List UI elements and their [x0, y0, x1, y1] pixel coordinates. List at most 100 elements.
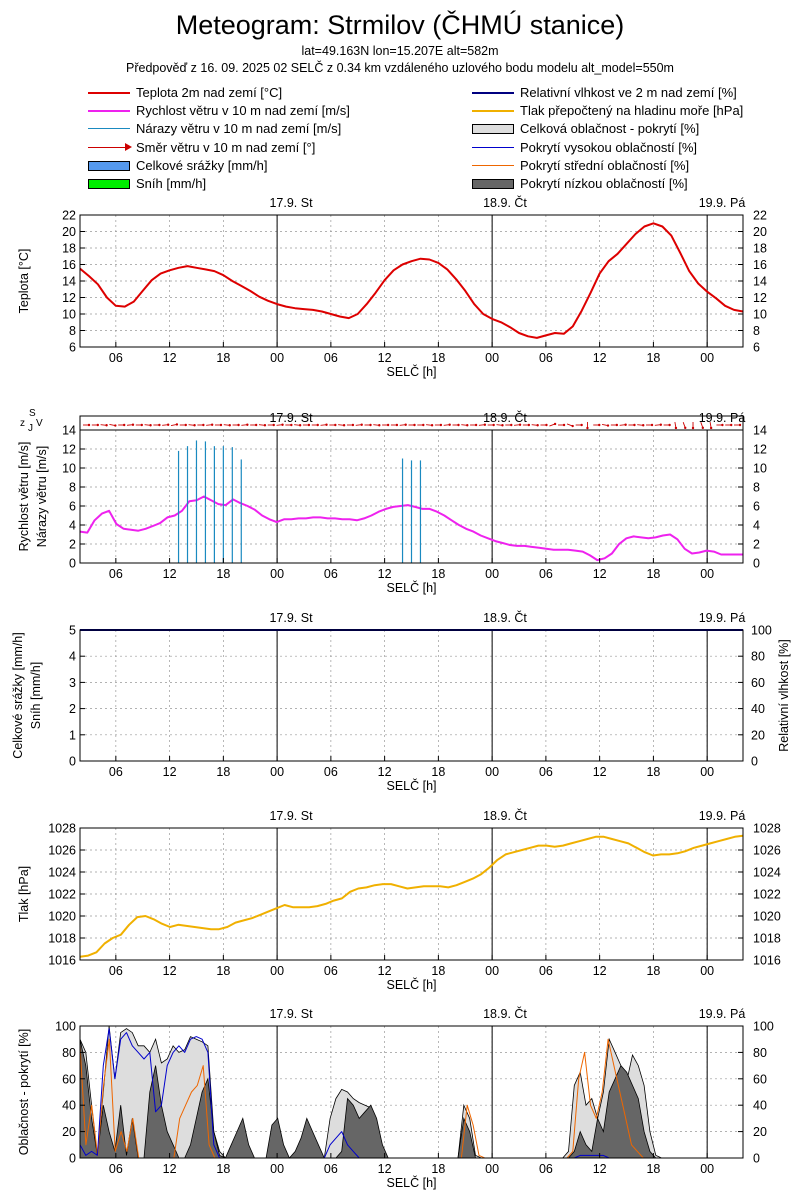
y-tick-label-right: 14 — [753, 424, 767, 438]
legend-swatch — [472, 164, 514, 166]
x-tick-label: 18 — [431, 1162, 445, 1176]
wind-arrow-head — [674, 426, 678, 430]
x-tick-label: 06 — [324, 351, 338, 365]
wind-arrow-head — [316, 423, 319, 427]
y-tick-label-right: 8 — [753, 324, 760, 338]
wind-arrow-head — [439, 423, 443, 427]
y-tick-label: 10 — [62, 462, 76, 476]
wind-arrow-head — [413, 423, 416, 427]
y-tick-label: 2 — [69, 702, 76, 716]
wind-arrow-head — [290, 423, 293, 427]
series-line — [79, 222, 744, 339]
wind-arrow-head — [131, 423, 135, 426]
legend-label: Celkové srážky [mm/h] — [136, 157, 268, 173]
day-label: 18.9. Čt — [483, 410, 527, 425]
y-tick-label-right: 1016 — [753, 954, 781, 968]
x-tick-label: 00 — [270, 765, 284, 779]
y-tick-label: 20 — [62, 225, 76, 239]
wind-arrow-head — [553, 422, 557, 426]
wind-arrow-head — [281, 423, 284, 426]
day-label: 17.9. St — [269, 196, 313, 210]
x-tick-label: 00 — [270, 351, 284, 365]
day-label: 19.9. Pá — [699, 196, 746, 210]
compass-label: V — [36, 418, 43, 429]
x-tick-label: 18 — [431, 964, 445, 978]
y-tick-label-right: 20 — [751, 728, 765, 742]
y-axis-label: Teplota [°C] — [17, 249, 31, 314]
day-label: 17.9. St — [269, 411, 313, 425]
wind-arrow-head — [615, 423, 619, 427]
legend-swatch — [88, 110, 130, 113]
wind-arrow-head — [202, 423, 205, 427]
day-label: 18.9. Čt — [483, 610, 527, 625]
coords-subtitle: lat=49.163N lon=15.207E alt=582m — [301, 44, 499, 58]
x-tick-label: 18 — [216, 567, 230, 581]
y-tick-label: 40 — [62, 1099, 76, 1113]
y-tick-label-right: 0 — [753, 557, 760, 571]
x-tick-label: 18 — [431, 567, 445, 581]
y-tick-label-right: 6 — [753, 341, 760, 355]
x-tick-label: 18 — [216, 1162, 230, 1176]
chart-panel-temperature — [79, 214, 744, 348]
x-tick-label: 06 — [324, 765, 338, 779]
y-axis-label: Oblačnost - pokrytí [%] — [17, 1029, 31, 1155]
y-axis-label-right: Relativní vlhkost [%] — [777, 639, 791, 752]
wind-arrow-head — [263, 424, 267, 427]
x-tick-label: 06 — [324, 964, 338, 978]
wind-arrow-head — [175, 423, 179, 426]
wind-arrow-head — [492, 423, 495, 427]
y-tick-label: 80 — [62, 1046, 76, 1060]
x-tick-label: 12 — [378, 964, 392, 978]
y-tick-label-right: 16 — [753, 258, 767, 272]
wind-direction-strip — [79, 415, 744, 431]
wind-arrow-head — [325, 423, 328, 426]
chart-panel-pressure — [79, 827, 744, 961]
arrow-icon — [125, 142, 132, 151]
wind-arrow-head — [422, 423, 425, 427]
wind-arrow-head — [536, 424, 539, 427]
wind-arrow-head — [474, 423, 478, 427]
x-tick-label: 18 — [646, 567, 660, 581]
legend-label: Rychlost větru v 10 m nad zemí [m/s] — [136, 103, 350, 119]
wind-arrow-head — [668, 423, 671, 427]
wind-arrow-head — [114, 424, 117, 427]
x-tick-label: 18 — [646, 964, 660, 978]
y-tick-label-right: 20 — [753, 1125, 767, 1139]
y-tick-label-right: 1026 — [753, 844, 781, 858]
day-label: 18.9. Čt — [483, 195, 527, 210]
y-tick-label-right: 1024 — [753, 866, 781, 880]
y-tick-label: 12 — [62, 443, 76, 457]
plot-frame — [79, 629, 744, 762]
x-tick-label: 00 — [270, 567, 284, 581]
wind-arrow-head — [709, 426, 713, 430]
x-tick-label: 06 — [324, 1162, 338, 1176]
legend-label: Sníh [mm/h] — [136, 176, 207, 191]
y-tick-label-right: 40 — [751, 702, 765, 716]
x-tick-label: 00 — [485, 1162, 499, 1176]
y-tick-label: 1016 — [48, 954, 76, 968]
chart-panel-humidity — [79, 629, 744, 762]
wind-arrow-head — [586, 426, 589, 430]
y-tick-label: 0 — [69, 755, 76, 769]
x-tick-label: 00 — [700, 351, 714, 365]
wind-arrow-head — [571, 424, 574, 428]
chart-panel-wind — [79, 415, 744, 564]
x-tick-label: 06 — [324, 567, 338, 581]
wind-arrow-head — [527, 423, 531, 427]
y-tick-label-right: 0 — [753, 1152, 760, 1166]
y-tick-label: 12 — [62, 291, 76, 305]
x-axis-label: SELČ [h] — [386, 977, 436, 992]
legend-label: Pokrytí nízkou oblačností [%] — [520, 176, 688, 191]
y-tick-label-right: 20 — [753, 225, 767, 239]
legend-swatch — [472, 146, 514, 148]
x-tick-label: 18 — [431, 765, 445, 779]
y-tick-label: 8 — [69, 324, 76, 338]
wind-arrow-head — [518, 423, 522, 426]
x-tick-label: 12 — [163, 765, 177, 779]
x-tick-label: 00 — [270, 964, 284, 978]
x-tick-label: 12 — [378, 351, 392, 365]
y-tick-label: 5 — [69, 624, 76, 638]
y-tick-label-right: 14 — [753, 275, 767, 289]
